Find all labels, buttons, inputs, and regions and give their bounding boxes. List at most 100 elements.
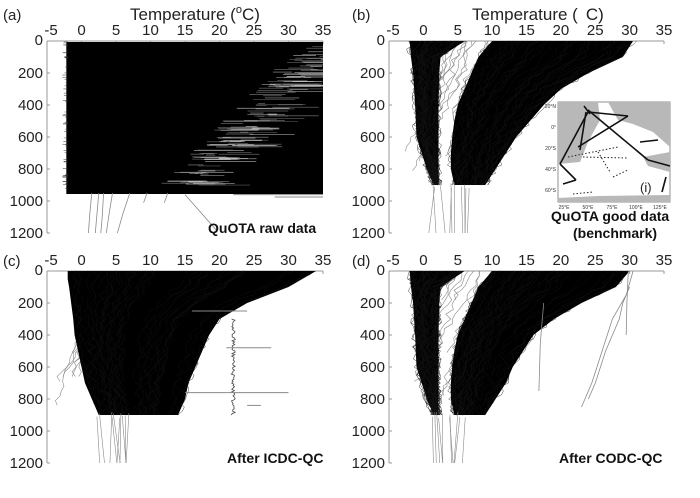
- profile-line: [176, 270, 310, 416]
- profile-line: [461, 40, 537, 186]
- profile-line: [428, 40, 451, 186]
- profile-line: [467, 40, 568, 186]
- x-tick-label: 5: [112, 22, 120, 39]
- x-tick-label: 15: [177, 22, 194, 39]
- profile-line: [418, 270, 438, 416]
- y-tick-label: 200: [18, 295, 43, 312]
- profile-line: [466, 40, 566, 186]
- ship-track: [587, 109, 649, 161]
- y-tick-label: 0: [377, 32, 385, 49]
- profile-line: [87, 270, 109, 416]
- sparse-track: [567, 146, 619, 158]
- x-tick-label: -5: [44, 252, 57, 269]
- profile-line: [98, 270, 117, 416]
- profiles: [407, 270, 634, 464]
- deep-tail: [454, 417, 461, 464]
- deep-tail: [112, 413, 121, 464]
- ship-track: [583, 105, 591, 115]
- deep-tail: [124, 415, 127, 464]
- grey-profile: [453, 270, 475, 300]
- y-tick-label: 600: [18, 129, 43, 146]
- deep-tail: [99, 413, 105, 464]
- profile-line: [469, 270, 568, 416]
- profile-line: [458, 270, 524, 416]
- profile-line: [117, 270, 156, 416]
- inset-lat-label: 60°S: [545, 188, 557, 194]
- profile-line: [470, 40, 568, 186]
- inset-lon-label: 50°E: [583, 205, 595, 211]
- outlier-profile: [625, 270, 629, 336]
- profile-line: [484, 270, 622, 416]
- x-tick-label: 5: [454, 252, 462, 269]
- outlier-profile: [184, 194, 217, 231]
- profile-line: [71, 270, 102, 416]
- profile-line: [477, 40, 598, 186]
- profile-line: [98, 270, 119, 416]
- deep-tail: [440, 185, 446, 234]
- x-tick-label: 0: [77, 22, 85, 39]
- deep-tail: [436, 411, 441, 464]
- raw-profile-envelope: [66, 42, 323, 194]
- profile-line: [408, 270, 436, 416]
- profile-line: [425, 270, 442, 416]
- grey-profile: [442, 40, 468, 80]
- y-tick-label: 0: [377, 262, 385, 279]
- profile-line: [472, 40, 575, 186]
- x-tick-label: 10: [142, 252, 159, 269]
- warm-branch: [450, 271, 630, 415]
- profile-line: [448, 270, 496, 416]
- y-tick-label: 0: [35, 262, 43, 279]
- warm-branch: [450, 41, 634, 185]
- outlier-profile: [538, 302, 545, 392]
- y-tick-label: 800: [360, 391, 385, 408]
- ship-track: [639, 139, 659, 143]
- profile-line: [457, 40, 528, 186]
- profile-line: [87, 270, 108, 416]
- inset-map: 20°N 0° 20°S 40°S 60°S 25°E 50°E 75°E 100°E 125°E…: [545, 101, 671, 211]
- profile-line: [469, 270, 561, 416]
- panel-d: (d) -5 0 5 10 15 20 25 30 3502004006008001000120…: [352, 252, 673, 472]
- panel-c-tag: (c): [3, 253, 21, 270]
- profiles: [62, 41, 329, 234]
- ship-track: [647, 159, 671, 167]
- panel-a-annotation: QuOTA raw data: [208, 220, 316, 236]
- x-tick-label: -5: [386, 252, 399, 269]
- deep-tail: [438, 417, 443, 464]
- y-tick-label: 400: [18, 327, 43, 344]
- deep-tail: [467, 187, 470, 234]
- profiles: [55, 270, 317, 464]
- sparse-track: [597, 151, 611, 173]
- profile-line: [415, 40, 433, 186]
- profile-line: [430, 40, 452, 186]
- profile-line: [407, 270, 435, 416]
- profile-line: [446, 40, 495, 186]
- panel-a-xlabel: Temperature (oC): [130, 4, 260, 24]
- y-tick-label: 200: [360, 65, 385, 82]
- y-tick-label: 1200: [352, 225, 385, 242]
- profile-line: [465, 270, 554, 416]
- profile-line: [477, 270, 595, 416]
- deep-tail: [125, 413, 130, 464]
- x-tick-label: 25: [246, 22, 263, 39]
- y-tick-label: 600: [360, 359, 385, 376]
- profile-line: [479, 40, 615, 186]
- profile-line: [431, 270, 455, 416]
- profile-line: [475, 270, 592, 416]
- deep-tail: [119, 413, 122, 464]
- antarctica-land: [558, 195, 670, 202]
- profile-line: [107, 270, 137, 416]
- profile-line: [415, 40, 438, 186]
- deep-tail: [449, 417, 454, 464]
- profile-line: [459, 270, 530, 416]
- profile-line: [137, 270, 202, 416]
- profile-line: [117, 270, 155, 416]
- y-tick-label: 400: [360, 97, 385, 114]
- profile-line: [474, 40, 586, 186]
- deep-tail: [434, 411, 437, 464]
- panel-b-annotation-line1: QuOTA good data: [551, 208, 669, 224]
- y-tick-label: 1200: [10, 225, 43, 242]
- outlier-profile: [143, 192, 148, 203]
- panel-d-annotation: After CODC-QC: [559, 450, 662, 466]
- inset-lat-label: 20°S: [545, 146, 557, 152]
